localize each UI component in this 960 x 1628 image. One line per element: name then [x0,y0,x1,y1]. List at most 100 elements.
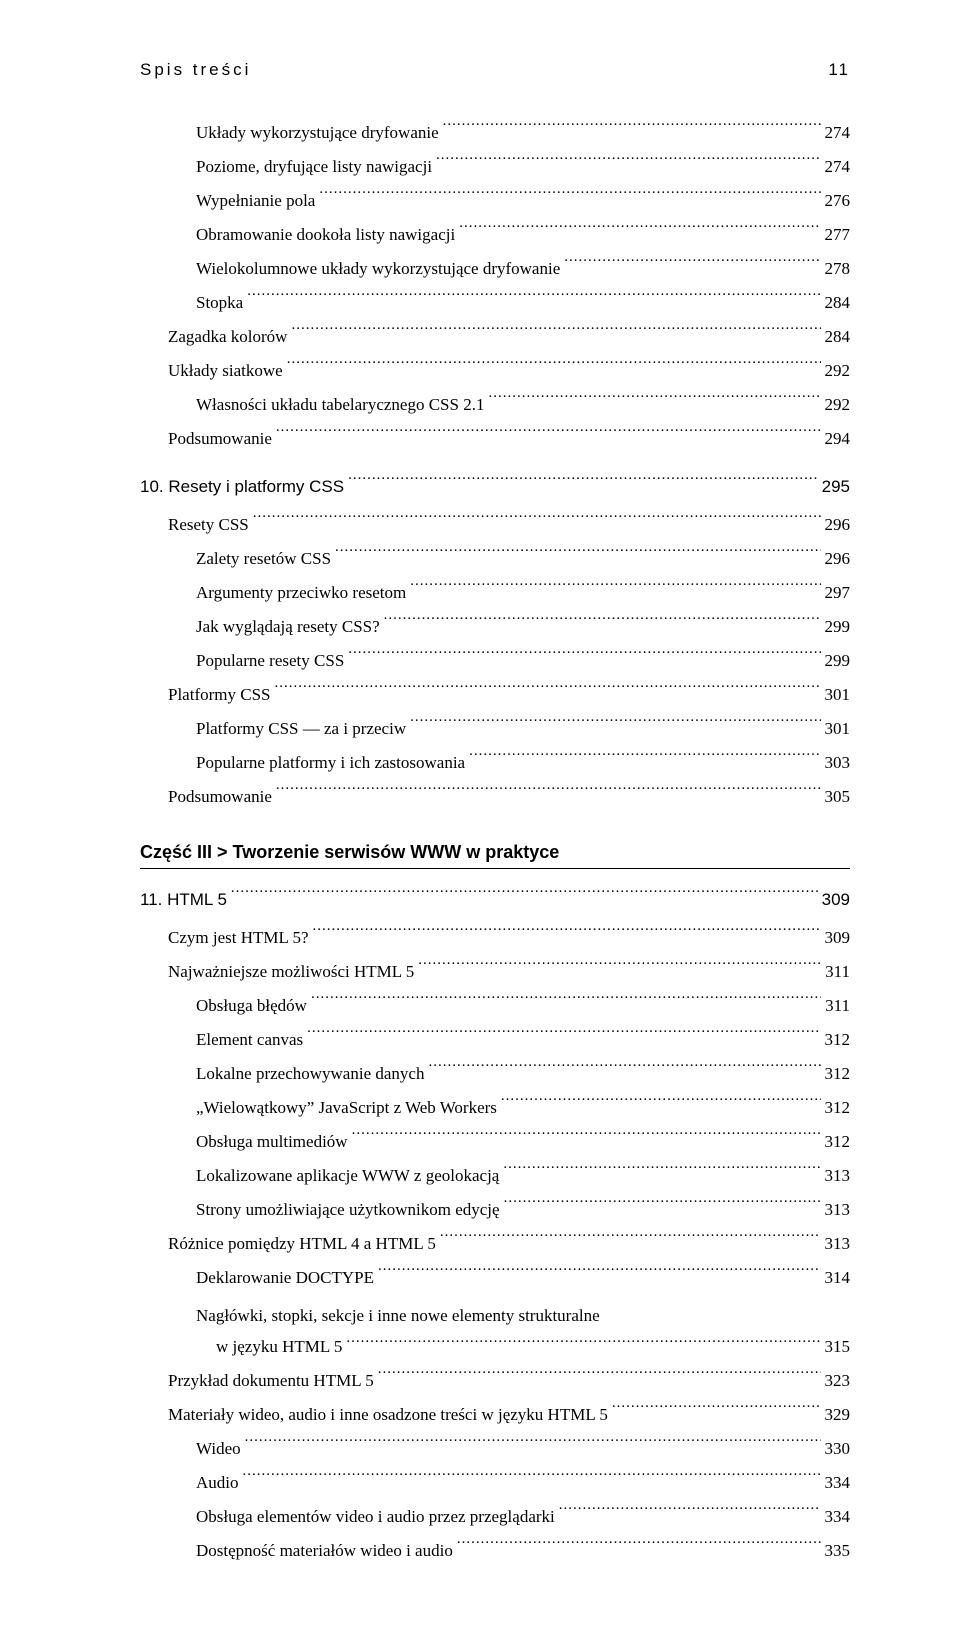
toc-page: 277 [825,218,851,252]
toc-row: w języku HTML 5 315 [140,1333,850,1360]
toc-page: 297 [825,576,851,610]
toc-leader [335,547,820,564]
toc-label: w języku HTML 5 [216,1333,342,1360]
toc-label: Popularne platformy i ich zastosowania [196,746,465,780]
toc-label: Układy wykorzystujące dryfowanie [196,116,439,150]
toc-leader [503,1164,820,1181]
toc-label: Najważniejsze możliwości HTML 5 [168,955,414,989]
toc-leader [291,325,820,342]
toc-page: 334 [825,1466,851,1500]
toc-page: 311 [825,955,850,989]
toc-page: 292 [825,388,851,422]
toc-leader [313,926,821,943]
toc-leader [348,649,820,666]
toc-label: Jak wyglądają resety CSS? [196,610,380,644]
toc-leader [384,615,821,632]
toc-page: 323 [825,1364,851,1398]
toc-row: Stopka284 [140,286,850,320]
toc-leader [564,257,820,274]
toc-leader [348,475,818,492]
toc-page: 312 [825,1023,851,1057]
toc-row: Platformy CSS — za i przeciw301 [140,712,850,746]
toc-leader [459,223,820,240]
toc-page: 314 [825,1261,851,1295]
toc-label: Deklarowanie DOCTYPE [196,1261,374,1295]
toc-leader [276,427,821,444]
toc-label: Wielokolumnowe układy wykorzystujące dry… [196,252,560,286]
toc-label: Lokalne przechowywanie danych [196,1057,424,1091]
toc-label: Lokalizowane aplikacje WWW z geolokacją [196,1159,499,1193]
toc-label: Obsługa błędów [196,989,307,1023]
toc-row: Poziome, dryfujące listy nawigacji274 [140,150,850,184]
toc-row: Popularne resety CSS299 [140,644,850,678]
toc-row: Układy siatkowe292 [140,354,850,388]
toc-label: „Wielowątkowy” JavaScript z Web Workers [196,1091,497,1125]
toc-label: Dostępność materiałów wideo i audio [196,1534,453,1568]
toc-label: Zagadka kolorów [168,320,287,354]
toc-label: Obsługa elementów video i audio przez pr… [196,1500,555,1534]
toc-leader [428,1062,820,1079]
toc-page: 295 [822,470,850,504]
toc-row: Czym jest HTML 5? 309 [140,921,850,955]
toc-row: Resety CSS 296 [140,508,850,542]
toc-label: Przykład dokumentu HTML 5 [168,1364,374,1398]
toc-leader [440,1232,821,1249]
toc-label: Układy siatkowe [168,354,283,388]
toc-page: 329 [825,1398,851,1432]
toc-leader [307,1028,820,1045]
page-number: 11 [828,60,850,80]
toc-row: Wielokolumnowe układy wykorzystujące dry… [140,252,850,286]
toc-leader [378,1266,821,1283]
toc-leader [287,359,821,376]
toc-label: Stopka [196,286,243,320]
toc-label: Nagłówki, stopki, sekcje i inne nowe ele… [140,1299,850,1333]
toc-page: 313 [825,1159,851,1193]
toc-leader [410,581,820,598]
toc-row: Obramowanie dookoła listy nawigacji277 [140,218,850,252]
toc-page: 296 [825,508,851,542]
toc-page: 284 [825,320,851,354]
toc-page: 309 [825,921,851,955]
toc-label: Popularne resety CSS [196,644,344,678]
toc-leader [346,1335,820,1352]
toc-label-line1: Nagłówki, stopki, sekcje i inne nowe ele… [196,1299,600,1333]
toc-label: 11. HTML 5 [140,883,227,917]
toc-page: 305 [825,780,851,814]
toc-page: 278 [825,252,851,286]
toc-page: 313 [825,1193,851,1227]
toc-page: 315 [825,1333,851,1360]
toc-row: „Wielowątkowy” JavaScript z Web Workers3… [140,1091,850,1125]
toc-label: Element canvas [196,1023,303,1057]
toc-page: 335 [825,1534,851,1568]
toc-page: 276 [825,184,851,218]
toc-label: Resety CSS [168,508,249,542]
toc-label: Materiały wideo, audio i inne osadzone t… [168,1398,608,1432]
toc-label: Platformy CSS [168,678,271,712]
toc-page: 294 [825,422,851,456]
toc-row: Dostępność materiałów wideo i audio 335 [140,1534,850,1568]
toc-part-heading: Część III > Tworzenie serwisów WWW w pra… [140,842,850,869]
toc-row: Jak wyglądają resety CSS?299 [140,610,850,644]
toc-leader [231,888,818,905]
toc-row: Lokalizowane aplikacje WWW z geolokacją 3… [140,1159,850,1193]
toc-row: Najważniejsze możliwości HTML 5 311 [140,955,850,989]
toc-label: Argumenty przeciwko resetom [196,576,406,610]
toc-leader [488,393,820,410]
toc-chapter-row: 11. HTML 5 309 [140,883,850,917]
toc-row: Różnice pomiędzy HTML 4 a HTML 5313 [140,1227,850,1261]
toc-leader [276,785,821,802]
toc-page: 296 [825,542,851,576]
toc-row: Audio334 [140,1466,850,1500]
table-of-contents: Układy wykorzystujące dryfowanie 274Pozio… [140,116,850,1568]
toc-leader [469,751,820,768]
toc-row: Materiały wideo, audio i inne osadzone t… [140,1398,850,1432]
toc-row: Obsługa multimediów312 [140,1125,850,1159]
toc-page: 303 [825,746,851,780]
toc-label: Czym jest HTML 5? [168,921,309,955]
toc-leader [275,683,821,700]
toc-page: 309 [822,883,850,917]
toc-label: Podsumowanie [168,780,272,814]
toc-row: Platformy CSS301 [140,678,850,712]
toc-page: 274 [825,116,851,150]
toc-row: Strony umożliwiające użytkownikom edycję… [140,1193,850,1227]
